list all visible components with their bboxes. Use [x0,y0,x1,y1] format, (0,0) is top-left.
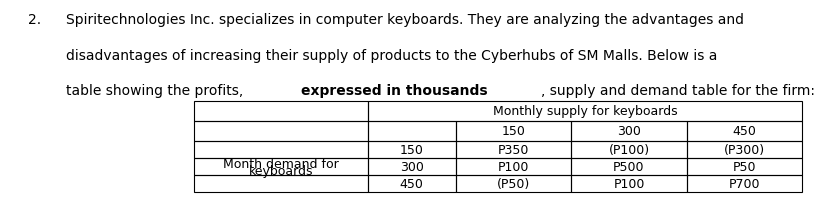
Bar [194,158,367,176]
Bar [456,158,571,176]
Text: (P50): (P50) [497,178,530,190]
Text: (P300): (P300) [724,143,765,156]
Text: Monthly supply for keyboards: Monthly supply for keyboards [493,105,677,118]
Bar [456,141,571,158]
Bar [686,121,802,141]
Text: table showing the profits,: table showing the profits, [66,84,248,98]
Text: 300: 300 [399,160,423,173]
Text: P50: P50 [733,160,756,173]
Bar [686,158,802,176]
Bar [194,121,367,141]
Text: disadvantages of increasing their supply of products to the Cyberhubs of SM Mall: disadvantages of increasing their supply… [66,48,718,62]
Text: P100: P100 [498,160,529,173]
Text: , supply and demand table for the firm:: , supply and demand table for the firm: [542,84,815,98]
Text: Spiritechnologies Inc. specializes in computer keyboards. They are analyzing the: Spiritechnologies Inc. specializes in co… [66,13,744,27]
Text: Month demand for: Month demand for [223,157,339,170]
Text: expressed in thousands: expressed in thousands [300,84,487,98]
Text: 300: 300 [617,125,641,138]
Text: P100: P100 [614,178,644,190]
Bar [367,121,456,141]
Bar [194,141,367,158]
Bar [456,121,571,141]
Bar [367,176,456,193]
Bar [367,101,802,121]
Text: keyboards: keyboards [249,164,313,177]
Text: 2.: 2. [28,13,41,27]
Bar [571,141,686,158]
Bar [571,176,686,193]
Text: 450: 450 [733,125,757,138]
Text: 450: 450 [399,178,423,190]
Bar [194,176,367,193]
Bar [571,121,686,141]
Text: P700: P700 [729,178,760,190]
Bar [686,141,802,158]
Text: 150: 150 [501,125,525,138]
Bar [686,176,802,193]
Bar [367,158,456,176]
Text: 150: 150 [399,143,423,156]
Bar [194,101,367,121]
Text: (P100): (P100) [609,143,649,156]
Bar [571,158,686,176]
Text: P350: P350 [498,143,529,156]
Text: P500: P500 [613,160,645,173]
Bar [456,176,571,193]
Bar [367,141,456,158]
